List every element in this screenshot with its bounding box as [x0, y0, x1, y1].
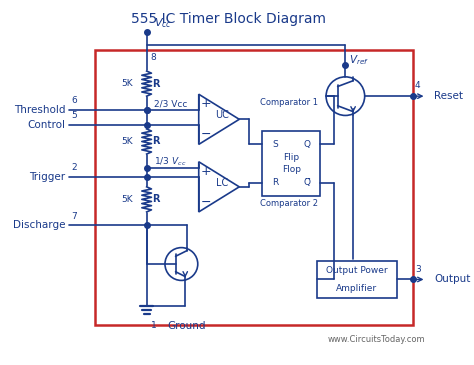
Text: 5K: 5K — [121, 195, 133, 204]
Text: UC: UC — [215, 111, 229, 120]
Text: Ground: Ground — [168, 321, 206, 331]
Text: 8: 8 — [151, 53, 156, 62]
Text: Threshold: Threshold — [14, 105, 65, 115]
Text: Control: Control — [27, 120, 65, 130]
Bar — [318, 261, 397, 298]
Text: R: R — [272, 178, 278, 188]
Text: Comparator 1: Comparator 1 — [261, 99, 319, 107]
Text: Output Power: Output Power — [326, 266, 388, 275]
Text: −: − — [200, 128, 211, 141]
Text: 5: 5 — [72, 111, 77, 120]
Text: R: R — [153, 137, 160, 146]
Text: $V_{cc}$: $V_{cc}$ — [155, 16, 173, 30]
Text: Output: Output — [434, 274, 471, 284]
Bar — [94, 50, 413, 325]
Text: Discharge: Discharge — [13, 220, 65, 230]
Text: Q̅: Q̅ — [304, 178, 310, 188]
Text: 6: 6 — [72, 96, 77, 105]
Bar — [263, 131, 320, 196]
Text: R: R — [153, 195, 160, 204]
Text: LC: LC — [216, 178, 228, 188]
Text: Flip: Flip — [283, 153, 300, 162]
Text: Comparator 2: Comparator 2 — [261, 199, 319, 208]
Text: Reset: Reset — [434, 91, 463, 101]
Text: 4: 4 — [415, 81, 420, 91]
Text: Amplifier: Amplifier — [337, 284, 377, 293]
Text: S: S — [272, 140, 278, 149]
Text: +: + — [200, 165, 211, 178]
Text: Q: Q — [304, 140, 310, 149]
Text: $V_{ref}$: $V_{ref}$ — [349, 54, 369, 68]
Text: 7: 7 — [72, 212, 77, 220]
Text: Flop: Flop — [282, 165, 301, 174]
Text: +: + — [200, 97, 211, 110]
Text: $1/3\ V_{cc}$: $1/3\ V_{cc}$ — [155, 155, 187, 168]
Text: 555 IC Timer Block Diagram: 555 IC Timer Block Diagram — [131, 12, 326, 26]
Text: Trigger: Trigger — [29, 172, 65, 182]
Text: 2/3 Vcc: 2/3 Vcc — [155, 99, 188, 108]
Text: 2: 2 — [72, 164, 77, 172]
Text: 1: 1 — [151, 321, 156, 330]
Text: R: R — [153, 78, 160, 89]
Text: www.CircuitsToday.com: www.CircuitsToday.com — [328, 335, 425, 344]
Text: 3: 3 — [415, 265, 420, 274]
Text: −: − — [200, 196, 211, 209]
Text: 5K: 5K — [121, 137, 133, 146]
Text: 5K: 5K — [121, 79, 133, 88]
